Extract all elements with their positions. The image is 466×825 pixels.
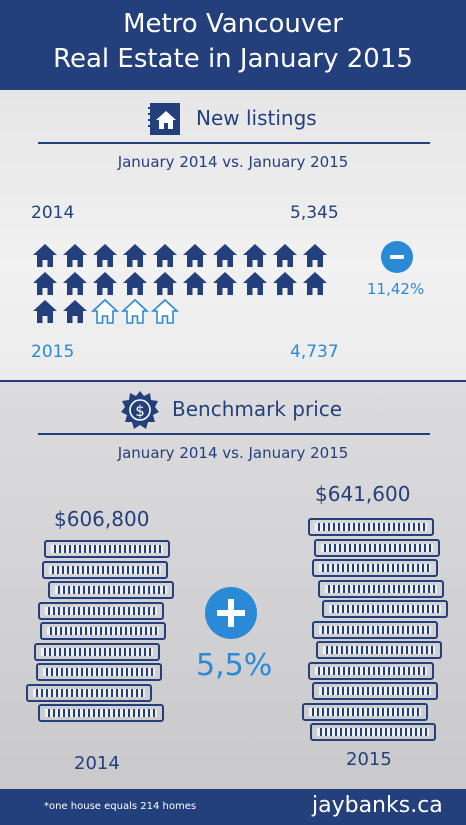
house-icon [273,272,297,295]
new-listings-rule [38,142,430,144]
benchmark-year-2015: 2015 [346,749,392,770]
house-icon [243,272,267,295]
svg-text:$: $ [135,402,145,420]
new-listings-title: New listings [196,106,317,130]
coin [38,704,164,722]
minus-icon [381,241,413,273]
listings-year-2014: 2014 [31,203,75,223]
house-icon [183,244,207,267]
price-2015: $641,600 [315,482,411,506]
listings-value-2014: 5,345 [290,203,339,223]
coin [36,663,162,681]
house-icon [63,244,87,267]
coin [316,641,442,659]
house-book-icon [148,103,180,135]
coin [302,702,428,721]
coin [312,682,438,700]
house-icon [123,272,147,295]
coin [312,620,438,639]
house-icon [63,272,87,295]
house-icon [93,272,117,295]
benchmark-year-2014: 2014 [74,753,120,774]
house-icon [183,272,207,295]
new-listings-comparison: January 2014 vs. January 2015 [117,153,349,171]
coin [312,559,438,577]
coin [308,518,434,536]
dollar-badge-icon: $ [121,391,159,429]
coin [308,661,434,680]
benchmark-title: Benchmark price [172,397,343,421]
house-icon [213,244,237,267]
house-outline-icon [121,298,149,324]
listings-change: 11,42% [367,280,425,298]
benchmark-rule [38,433,430,435]
coin [322,600,448,618]
footer: *one house equals 214 homes jaybanks.ca [0,789,466,825]
house-icon [33,300,57,323]
benchmark-comparison: January 2014 vs. January 2015 [117,444,349,462]
house-outline-icon [91,298,119,324]
house-icon [153,272,177,295]
house-icon [303,244,327,267]
coin [34,642,160,661]
coin [314,538,440,557]
coin [310,723,436,741]
house-icon [33,272,57,295]
house-icon [33,244,57,267]
title-line-1: Metro Vancouver [123,9,343,39]
listings-value-2015: 4,737 [290,342,339,362]
house-pictogram [31,241,329,325]
house-icon [93,244,117,267]
price-2014: $606,800 [54,507,150,531]
listings-year-2015: 2015 [31,342,75,362]
footer-note: *one house equals 214 homes [44,801,197,812]
house-icon [153,244,177,267]
house-icon [273,244,297,267]
coin [44,540,170,558]
section-divider [0,380,466,382]
new-listings-panel [0,90,466,382]
brand-link[interactable]: jaybanks.ca [312,793,443,818]
coin [318,579,444,598]
house-icon [123,244,147,267]
benchmark-change: 5,5% [196,648,273,683]
coin [48,581,174,599]
house-icon [63,300,87,323]
house-outline-icon [151,298,179,324]
coin [26,683,152,702]
coin [40,622,166,640]
title-line-2: Real Estate in January 2015 [53,44,413,74]
coin [42,560,168,579]
plus-icon [205,587,257,639]
house-icon [303,272,327,295]
coin [38,601,164,620]
header-banner: Metro Vancouver Real Estate in January 2… [0,0,466,90]
house-icon [243,244,267,267]
house-icon [213,272,237,295]
